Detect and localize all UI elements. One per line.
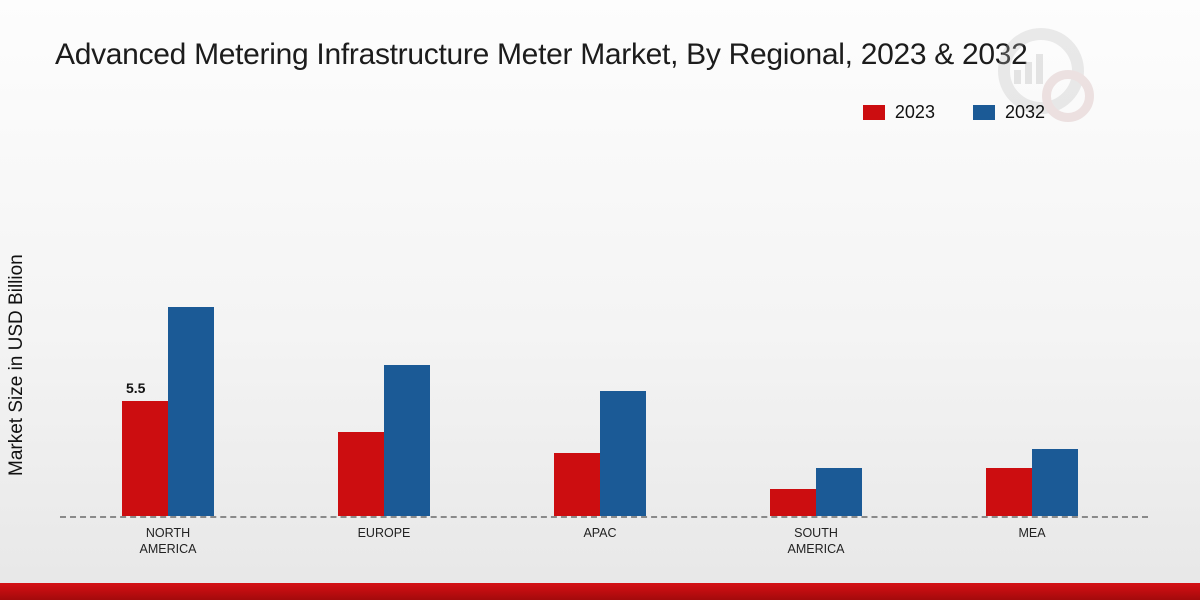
legend-item-2032: 2032 — [972, 102, 1045, 123]
bar-group-europe: EUROPE — [338, 365, 430, 540]
legend-swatch-2032 — [972, 105, 995, 120]
watermark-small-ring-icon — [1042, 70, 1094, 122]
bar-2023-north-america: 5.5 — [122, 380, 168, 516]
chart-plot: 5.5 NORTH AMERICA EUROPE APAC SOUTH AMERICA M… — [60, 286, 1140, 556]
bar-2032-apac — [600, 390, 646, 516]
chart-title: Advanced Metering Infrastructure Meter M… — [55, 38, 1028, 71]
x-axis-baseline — [60, 516, 1148, 518]
bar-2032-europe — [384, 365, 430, 516]
chart-legend: 2023 2032 — [862, 102, 1045, 123]
category-label-apac: APAC — [583, 526, 617, 540]
legend-label: 2032 — [1004, 102, 1045, 122]
bar-value-label: 5.5 — [126, 380, 146, 396]
legend-label: 2023 — [894, 102, 935, 122]
legend-swatch-2023 — [862, 105, 885, 120]
bar-2023-mea — [986, 467, 1032, 516]
bar-group-south-america: SOUTH AMERICA — [770, 467, 862, 556]
bar-2032-south-america — [816, 467, 862, 516]
bar-2023-south-america — [770, 488, 816, 516]
category-label-europe: EUROPE — [357, 526, 411, 540]
bar-group-mea: MEA — [986, 449, 1078, 540]
legend-item-2023: 2023 — [862, 102, 935, 123]
bar-2023-apac — [554, 453, 600, 516]
bar-2023-europe — [338, 432, 384, 516]
bar-group-north-america: 5.5 NORTH AMERICA — [122, 306, 214, 556]
category-label-north-america: NORTH AMERICA — [139, 526, 197, 556]
bar-2032-north-america — [168, 306, 214, 516]
footer-band — [0, 583, 1200, 600]
bar-group-apac: APAC — [554, 390, 646, 540]
category-label-south-america: SOUTH AMERICA — [787, 526, 845, 556]
y-axis-label: Market Size in USD Billion — [6, 254, 27, 476]
bar-2032-mea — [1032, 449, 1078, 516]
category-label-mea: MEA — [1018, 526, 1046, 540]
